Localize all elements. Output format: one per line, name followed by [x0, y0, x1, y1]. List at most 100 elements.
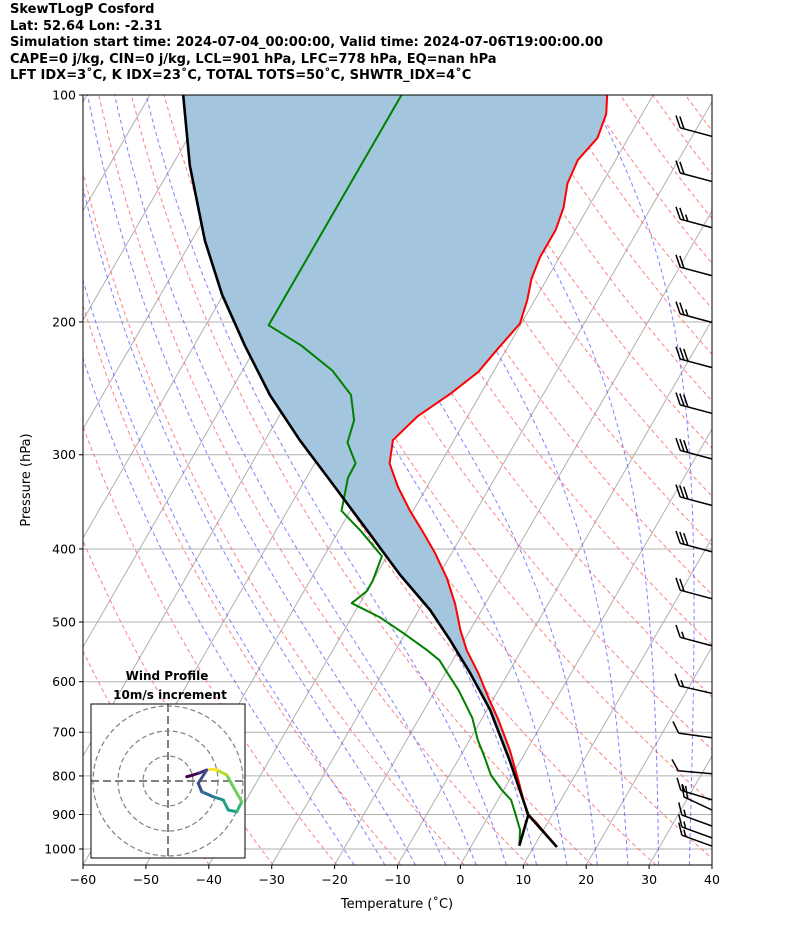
chart-title-block: SkewTLogP Cosford Lat: 52.64 Lon: -2.31 …	[10, 2, 603, 85]
hodograph-segment	[196, 768, 209, 785]
isotherm-line	[271, 100, 712, 865]
wind-barb	[675, 301, 712, 324]
dry-adiabat	[424, 95, 712, 497]
wind-barb	[672, 721, 712, 739]
dry-adiabat	[652, 95, 712, 176]
wind-barb	[675, 484, 712, 507]
x-tick-label: 20	[578, 872, 594, 887]
isotherm-line	[208, 95, 654, 865]
moist-adiabat	[145, 95, 507, 865]
time-line: Simulation start time: 2024-07-04_00:00:…	[10, 35, 603, 50]
dewpoint-to-lcl-line	[518, 814, 530, 847]
hodograph-segment	[196, 781, 204, 794]
wind-barb	[675, 624, 712, 647]
moist-adiabat	[460, 95, 660, 865]
wind-barb	[675, 392, 712, 415]
wind-barb	[674, 673, 712, 695]
axis-ticks: −60 −50 −40 −30 −20 −10 0 10 20 30 40 100 200 300 400 5…	[44, 88, 720, 888]
x-tick-label: 40	[704, 872, 720, 887]
wind-barb	[675, 254, 712, 277]
dry-adiabat	[456, 95, 712, 449]
cape-line: CAPE=0 j/kg, CIN=0 j/kg, LCL=901 hPa, LF…	[10, 51, 497, 67]
wind-barb	[675, 346, 712, 369]
y-tick-label: 100	[52, 88, 76, 103]
dewpoint-line	[267, 95, 522, 846]
wind-barb	[675, 530, 712, 553]
isotherm-line	[397, 318, 712, 865]
cin-area	[183, 95, 608, 815]
wind-barb	[675, 206, 712, 229]
y-tick-label: 400	[52, 541, 76, 556]
wind-barb	[678, 802, 712, 827]
isotherm-line	[334, 209, 712, 865]
x-tick-label: −50	[133, 872, 159, 887]
isotherm-line	[459, 427, 712, 865]
hodograph-frame	[90, 703, 246, 859]
location-line: Lat: 52.64 Lon: -2.31	[10, 18, 163, 34]
moist-adiabat	[83, 185, 416, 865]
x-tick-label: −20	[321, 872, 347, 887]
indices-line: LFT IDX=3˚C, K IDX=23˚C, TOTAL TOTS=50˚C…	[10, 68, 472, 83]
wind-barb	[675, 115, 712, 138]
wind-barb	[675, 160, 712, 183]
y-tick-label: 300	[52, 447, 76, 462]
y-tick-label: 500	[52, 615, 76, 630]
x-tick-label: −60	[70, 872, 96, 887]
dry-adiabat	[130, 95, 593, 865]
dry-adiabat	[619, 95, 712, 220]
parcel-line	[181, 95, 558, 848]
wind-barb	[678, 814, 712, 839]
isotherm-line	[83, 95, 88, 103]
x-tick-label: 0	[456, 872, 464, 887]
dry-adiabat	[293, 95, 712, 698]
isotherm-line	[711, 863, 712, 865]
hodograph-segment	[211, 795, 225, 802]
moist-adiabat	[361, 95, 629, 865]
y-tick-label: 800	[52, 768, 76, 783]
dry-adiabat	[83, 170, 465, 865]
y-axis-label: Pressure (hPa)	[19, 433, 34, 526]
x-tick-label: 10	[515, 872, 531, 887]
hodograph-segment	[225, 773, 237, 792]
hodograph-segment	[208, 767, 219, 772]
x-axis-label: Temperature (˚C)	[340, 896, 453, 912]
moist-adiabat	[589, 95, 695, 865]
isotherm-line	[775, 95, 794, 865]
y-tick-label: 600	[52, 674, 76, 689]
moist-adiabat	[229, 95, 568, 865]
cin-shading	[183, 95, 608, 815]
dry-adiabat	[83, 303, 402, 865]
dry-adiabat	[326, 95, 712, 646]
temperature-line	[388, 95, 609, 848]
x-tick-label: −30	[259, 872, 285, 887]
y-tick-label: 1000	[44, 842, 76, 857]
y-tick-label: 200	[52, 314, 76, 329]
hodograph-segment	[215, 768, 229, 777]
isotherm-line	[585, 645, 712, 865]
hodograph-segment	[233, 788, 244, 804]
isotherm-line	[83, 95, 214, 321]
moist-adiabat	[83, 356, 355, 865]
hodograph-segment	[221, 798, 230, 812]
wind-barb	[675, 437, 712, 460]
hodograph-inset: Wind Profile 10m/s increment	[90, 669, 246, 859]
x-tick-label: −40	[196, 872, 222, 887]
hodograph-segment	[200, 790, 215, 799]
isotherm-line	[648, 754, 712, 865]
y-tick-label: 900	[52, 807, 76, 822]
hodograph-subtitle: 10m/s increment	[113, 688, 227, 702]
y-tick-label: 700	[52, 725, 76, 740]
dry-adiabat	[554, 95, 712, 310]
dry-adiabat	[83, 425, 338, 865]
hodograph-title: Wind Profile	[126, 669, 209, 683]
isotherm-line	[522, 536, 712, 865]
moist-adiabat	[114, 95, 477, 865]
x-tick-label: 30	[641, 872, 657, 887]
dry-adiabat	[684, 95, 712, 132]
wind-barb	[675, 577, 712, 600]
profile-lines	[181, 95, 609, 848]
wind-barb	[678, 822, 712, 847]
wind-barb	[671, 758, 712, 775]
moist-adiabat	[87, 95, 447, 865]
